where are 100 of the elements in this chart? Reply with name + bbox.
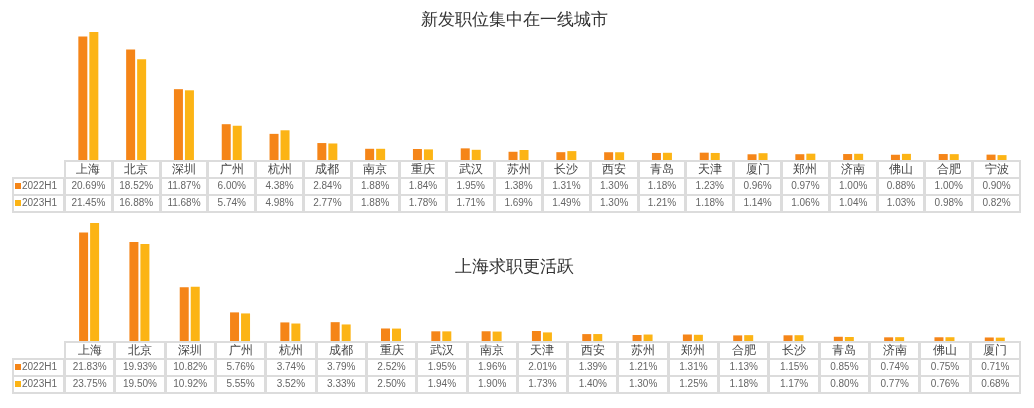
bar <box>317 143 327 160</box>
x-tick-label: 北京 <box>111 160 161 179</box>
x-tick-label: 西安 <box>567 341 619 360</box>
bar <box>412 149 422 160</box>
bar <box>949 154 959 160</box>
legend-label: 2023H1 <box>12 194 65 213</box>
bar <box>241 313 251 341</box>
bar <box>190 286 200 341</box>
text: 上海求职更活跃 <box>453 255 575 278</box>
data-label: 1.17% <box>768 375 820 394</box>
bar <box>542 332 552 341</box>
bar <box>376 148 386 160</box>
x-tick-label: 武汉 <box>416 341 468 360</box>
bar <box>173 89 183 160</box>
bar <box>604 152 614 160</box>
data-label: 19.93% <box>114 358 166 377</box>
bar <box>567 151 577 160</box>
legend-label: 2023H1 <box>12 375 65 394</box>
bar <box>901 153 911 160</box>
data-label: 5.74% <box>207 194 257 213</box>
data-label: 2.77% <box>303 194 352 213</box>
data-label: 1.31% <box>667 358 720 377</box>
data-label: 1.21% <box>617 358 669 377</box>
data-label: 1.96% <box>466 358 518 377</box>
bar <box>492 331 502 341</box>
bar <box>938 154 948 160</box>
data-label: 1.39% <box>567 358 619 377</box>
data-label: 0.77% <box>869 375 921 394</box>
bar <box>556 152 566 160</box>
data-label: 1.06% <box>781 194 830 213</box>
bar <box>795 154 805 160</box>
x-tick-label: 杭州 <box>255 160 304 179</box>
data-label: 21.45% <box>64 194 113 213</box>
x-tick-label: 苏州 <box>494 160 543 179</box>
bar <box>380 328 390 341</box>
data-label: 1.00% <box>828 177 878 196</box>
x-tick-label: 济南 <box>869 341 921 360</box>
data-label: 1.49% <box>542 194 591 213</box>
bar <box>844 337 854 341</box>
bar <box>806 153 816 160</box>
x-tick-label: 郑州 <box>781 160 830 179</box>
data-label: 19.50% <box>114 375 166 394</box>
data-label: 3.74% <box>265 358 317 377</box>
bar <box>531 331 541 341</box>
bar <box>230 312 240 341</box>
bar <box>79 232 89 341</box>
data-label: 1.69% <box>494 194 543 213</box>
bar <box>986 154 996 160</box>
bar <box>615 152 625 160</box>
bar <box>90 223 100 341</box>
bar <box>481 331 491 341</box>
x-tick-label: 上海 <box>64 341 116 360</box>
data-label: 1.71% <box>446 194 496 213</box>
data-label: 0.80% <box>818 375 871 394</box>
bar <box>593 334 603 341</box>
bar <box>179 287 189 341</box>
x-tick-label: 佛山 <box>919 341 971 360</box>
data-label: 1.13% <box>718 358 770 377</box>
x-tick-label: 南京 <box>466 341 518 360</box>
bar <box>682 334 692 341</box>
data-label: 1.73% <box>516 375 569 394</box>
bar <box>140 244 150 341</box>
data-label: 16.88% <box>111 194 161 213</box>
bar <box>519 149 529 160</box>
bar <box>423 149 433 160</box>
x-tick-label: 合肥 <box>718 341 770 360</box>
bar <box>744 335 754 341</box>
bar <box>460 148 470 160</box>
data-label: 1.40% <box>567 375 619 394</box>
data-label: 1.31% <box>542 177 591 196</box>
x-tick-label: 深圳 <box>164 341 216 360</box>
data-label: 0.98% <box>924 194 974 213</box>
data-label: 4.38% <box>255 177 304 196</box>
bar <box>890 154 900 160</box>
data-label: 1.78% <box>398 194 448 213</box>
bar <box>693 334 703 341</box>
data-label: 1.14% <box>733 194 782 213</box>
bar <box>582 334 592 341</box>
x-tick-label: 青岛 <box>818 341 871 360</box>
data-label: 23.75% <box>64 375 116 394</box>
bar <box>328 143 338 160</box>
data-label: 1.95% <box>416 358 468 377</box>
x-tick-label: 青岛 <box>637 160 687 179</box>
bar <box>984 337 994 341</box>
x-tick-label: 重庆 <box>398 160 448 179</box>
legend-label: 2022H1 <box>12 177 65 196</box>
data-label: 0.71% <box>969 358 1021 377</box>
data-label: 1.95% <box>446 177 496 196</box>
bar <box>330 322 340 341</box>
x-tick-label: 苏州 <box>617 341 669 360</box>
data-label: 3.79% <box>315 358 367 377</box>
bar <box>699 152 709 160</box>
bar <box>129 241 139 341</box>
data-label: 0.82% <box>972 194 1021 213</box>
data-label: 1.18% <box>637 177 687 196</box>
data-label: 11.68% <box>159 194 209 213</box>
data-label: 1.23% <box>685 177 735 196</box>
data-label: 20.69% <box>64 177 113 196</box>
bar <box>365 148 375 160</box>
data-label: 5.76% <box>214 358 267 377</box>
